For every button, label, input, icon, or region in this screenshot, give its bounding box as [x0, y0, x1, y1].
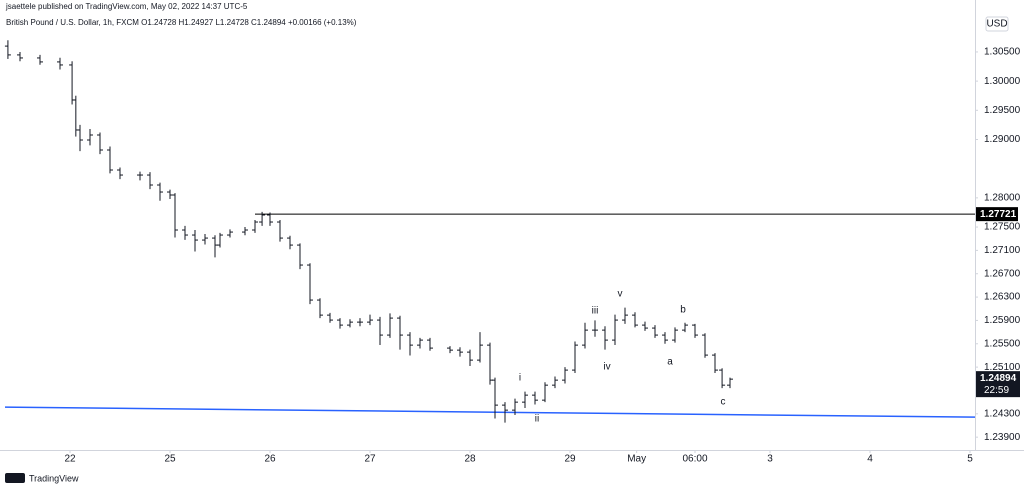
y-tick-label: 1.23900	[984, 432, 1021, 443]
x-tick-label: May	[627, 454, 646, 465]
x-tick-label: 22	[64, 454, 76, 465]
x-tick-label: 4	[867, 454, 873, 465]
wave-label: b	[680, 305, 686, 316]
last-price: 1.24894	[980, 373, 1017, 384]
x-tick-label: 25	[164, 454, 176, 465]
wave-label: iii	[592, 306, 599, 317]
y-tick-label: 1.28000	[984, 192, 1021, 203]
x-tick-label: 3	[767, 454, 773, 465]
currency-box[interactable]	[985, 16, 1009, 32]
y-tick-label: 1.25100	[984, 362, 1021, 373]
countdown: 22:59	[984, 385, 1009, 396]
brand-logo[interactable]	[5, 473, 25, 483]
y-tick-label: 1.24300	[984, 408, 1021, 419]
currency[interactable]: USD	[986, 19, 1007, 30]
trendline	[4, 406, 976, 418]
y-tick-label: 1.25900	[984, 315, 1021, 326]
symbol-line: British Pound / U.S. Dollar, 1h, FXCM O1…	[6, 18, 357, 27]
y-tick-label: 1.25500	[984, 338, 1021, 349]
y-tick-label: 1.29500	[984, 105, 1021, 116]
y-tick-label: 1.26300	[984, 292, 1021, 303]
level-label-box	[976, 207, 1018, 222]
level-label: 1.27721	[980, 209, 1017, 220]
y-tick-label: 1.30000	[984, 76, 1021, 87]
y-tick-label: 1.27500	[984, 222, 1021, 233]
wave-label: a	[667, 357, 673, 368]
wave-label: i	[519, 373, 521, 384]
y-tick-label: 1.30500	[984, 47, 1021, 58]
x-tick-label: 26	[264, 454, 276, 465]
x-tick-label: 29	[564, 454, 576, 465]
x-tick-label: 06:00	[682, 454, 707, 465]
y-tick-label: 1.26700	[984, 268, 1021, 279]
publisher: jsaettele published on TradingView.com, …	[5, 2, 248, 11]
brand[interactable]: TradingView	[29, 473, 79, 483]
x-tick-label: 5	[967, 454, 973, 465]
x-tick-label: 28	[464, 454, 476, 465]
wave-label: iv	[603, 362, 610, 373]
wave-label: ii	[535, 414, 539, 425]
wave-label: v	[618, 289, 623, 300]
y-tick-label: 1.27100	[984, 245, 1021, 256]
x-tick-label: 27	[364, 454, 376, 465]
wave-label: c	[721, 397, 726, 408]
y-tick-label: 1.29000	[984, 134, 1021, 145]
last-price-box	[976, 371, 1020, 398]
